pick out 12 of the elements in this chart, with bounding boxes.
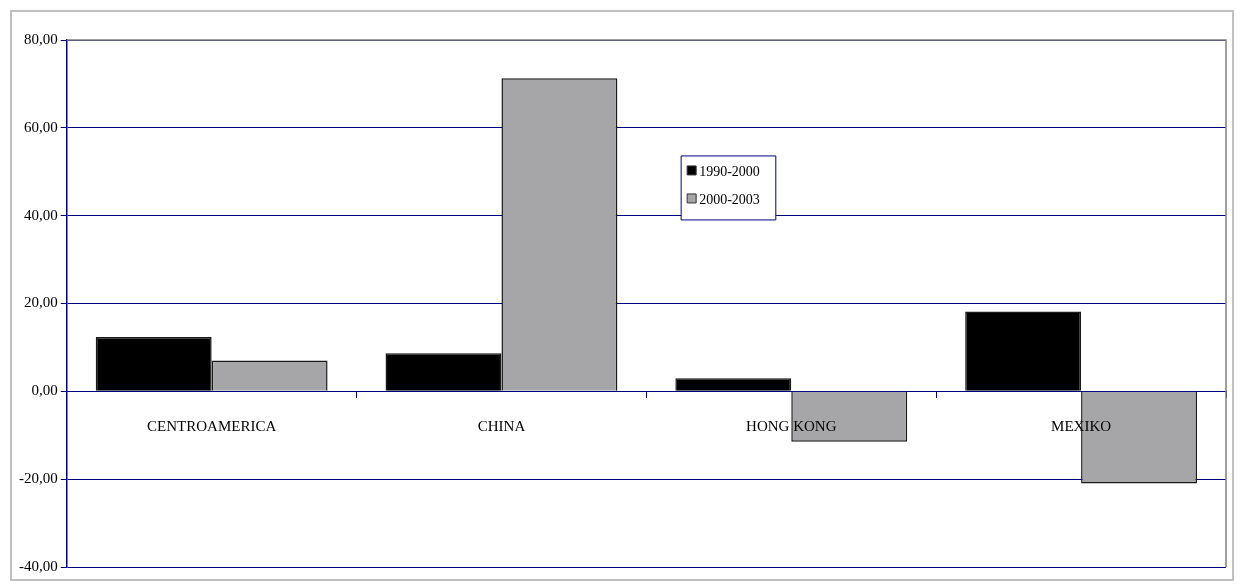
y-tick-label: 20,00 xyxy=(24,294,58,311)
legend-label: 1990-2000 xyxy=(699,163,760,179)
y-tick-label: 0,00 xyxy=(31,382,58,399)
y-tick-label: 60,00 xyxy=(24,118,58,135)
y-tick-label: 40,00 xyxy=(24,206,58,223)
y-tick-label: 80,00 xyxy=(24,30,58,47)
y-tick-label: -40,00 xyxy=(19,557,58,574)
y-tick-label: -20,00 xyxy=(19,470,58,487)
x-tick-label: CENTROAMERICA xyxy=(147,418,277,435)
legend-label: 2000-2003 xyxy=(699,191,760,207)
x-tick-label: CHINA xyxy=(477,418,526,435)
x-tick-label: HONG KONG xyxy=(746,418,837,435)
